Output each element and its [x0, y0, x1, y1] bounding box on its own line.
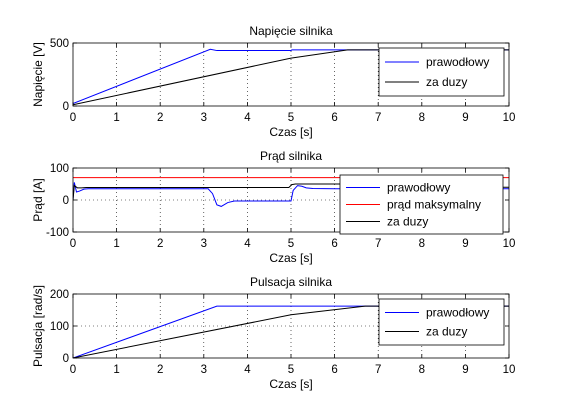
x-tick-label: 2 — [157, 364, 163, 376]
x-tick-label: 1 — [113, 238, 119, 250]
legend-entry: prąd maksymalny — [387, 198, 481, 212]
x-tick-label: 6 — [331, 238, 337, 250]
legend-entry: za duzy — [387, 215, 428, 229]
chart-1: 0 1 2 3 4 5 6 7 8 9 10 0 500 Napięcie silnika Czas [s]… — [31, 24, 515, 139]
x-tick-label: 3 — [201, 364, 207, 376]
y-tick-label: 0 — [63, 353, 69, 365]
x-tick-label: 8 — [419, 364, 425, 376]
chart-title: Pulsacja silnika — [250, 275, 332, 289]
x-axis-label: Czas [s] — [269, 251, 312, 265]
x-tick-label: 2 — [157, 112, 163, 124]
x-tick-label: 3 — [201, 238, 207, 250]
x-axis-label: Czas [s] — [269, 377, 312, 391]
x-tick-label: 0 — [70, 364, 76, 376]
series-line-1 — [73, 48, 509, 104]
y-axis-label: Prąd [A] — [31, 178, 45, 221]
x-tick-label: 7 — [375, 238, 381, 250]
y-tick-label: 100 — [50, 163, 69, 175]
x-tick-label: 0 — [70, 112, 76, 124]
x-tick-label: 7 — [375, 364, 381, 376]
x-tick-label: 1 — [113, 364, 119, 376]
legend: prawodłowy za duzy — [378, 47, 505, 97]
y-tick-label: 500 — [50, 38, 69, 50]
x-tick-label: 10 — [503, 112, 516, 124]
legend-entry: za duzy — [426, 325, 467, 339]
x-tick-label: 7 — [375, 112, 381, 124]
x-tick-label: 9 — [462, 112, 468, 124]
y-axis-label: Napięcie [V] — [31, 42, 45, 107]
x-tick-label: 3 — [201, 112, 207, 124]
y-axis-label: Pulsacja [rad/s] — [31, 285, 45, 367]
x-tick-label: 10 — [503, 364, 516, 376]
y-tick-label: 0 — [63, 195, 69, 207]
legend-entry: prawodłowy — [426, 306, 489, 320]
x-tick-label: 9 — [462, 364, 468, 376]
legend-box — [378, 47, 505, 97]
legend-entry: za duzy — [426, 75, 467, 89]
legend: prawodłowy za duzy — [378, 298, 505, 346]
chart-title: Prąd silnika — [260, 149, 322, 163]
legend-entry: prawodłowy — [426, 55, 489, 69]
legend-box — [378, 298, 505, 346]
x-tick-label: 6 — [331, 112, 337, 124]
x-tick-label: 4 — [244, 238, 251, 250]
chart-title: Napięcie silnika — [249, 24, 333, 38]
x-tick-label: 5 — [288, 238, 294, 250]
x-tick-label: 4 — [244, 364, 251, 376]
y-tick-label: 100 — [50, 321, 69, 333]
x-tick-label: 6 — [331, 364, 337, 376]
y-tick-label: 0 — [63, 101, 69, 113]
x-tick-label: 9 — [462, 238, 468, 250]
x-tick-label: 0 — [70, 238, 76, 250]
y-tick-label: 200 — [50, 289, 69, 301]
y-tick-label: -100 — [46, 227, 69, 239]
x-tick-label: 4 — [244, 112, 251, 124]
x-tick-label: 8 — [419, 112, 425, 124]
x-tick-label: 5 — [288, 364, 294, 376]
series-line-1 — [73, 182, 509, 207]
x-tick-label: 2 — [157, 238, 163, 250]
x-tick-label: 10 — [503, 238, 516, 250]
legend: prawodłowy prąd maksymalny za duzy — [339, 174, 504, 235]
x-tick-label: 1 — [113, 112, 119, 124]
x-tick-label: 5 — [288, 112, 294, 124]
x-tick-label: 8 — [419, 238, 425, 250]
x-axis-label: Czas [s] — [269, 125, 312, 139]
legend-entry: prawodłowy — [387, 181, 450, 195]
